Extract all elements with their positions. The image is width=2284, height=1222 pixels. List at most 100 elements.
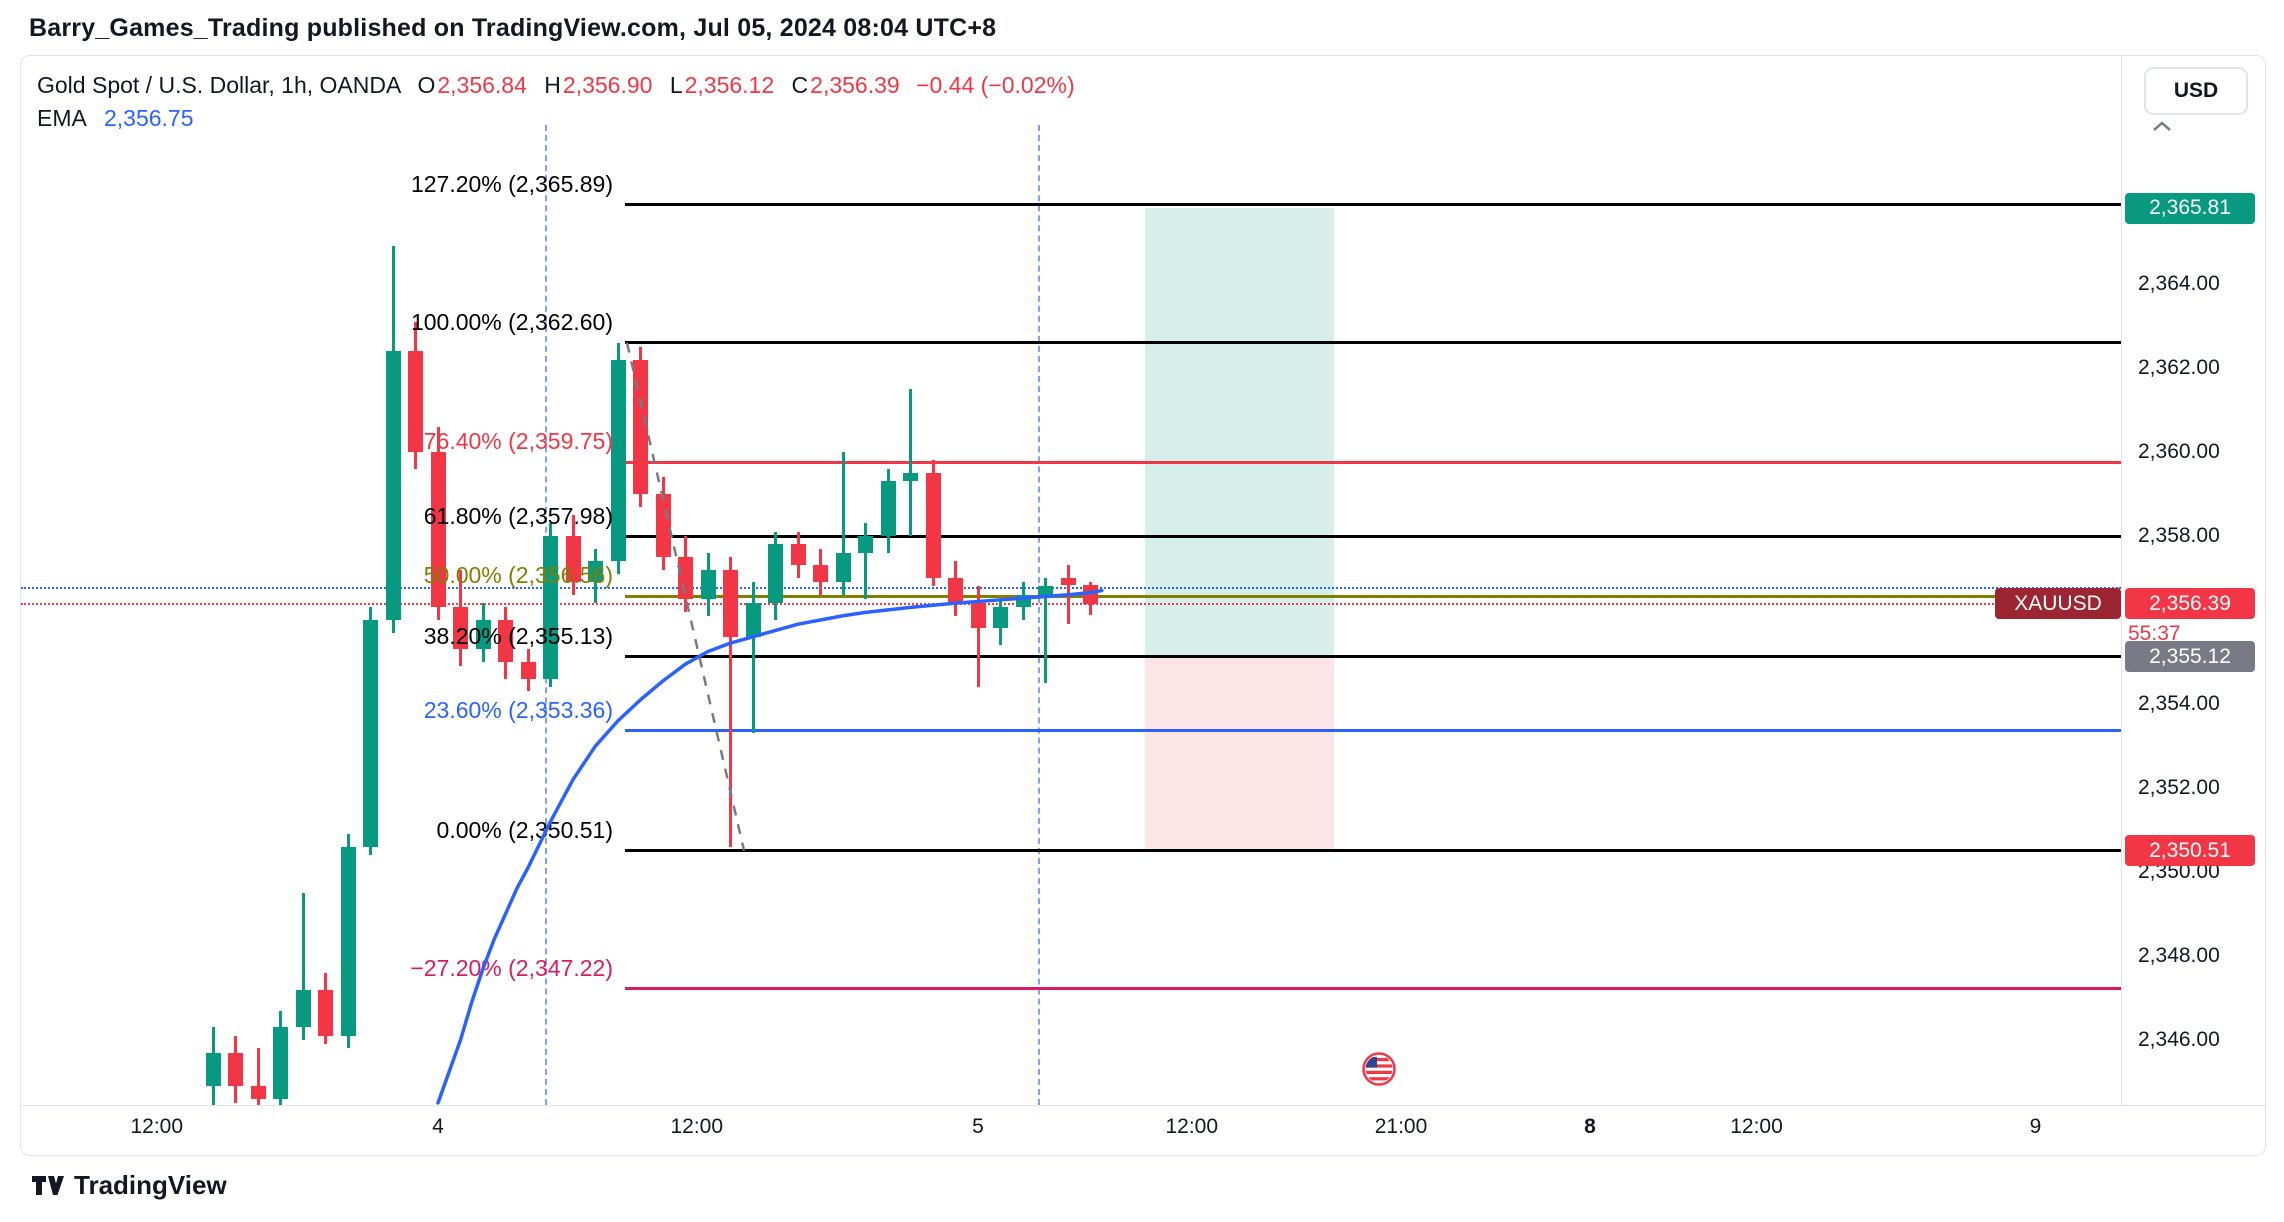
fib-line-23.60[interactable] bbox=[624, 729, 2121, 733]
ohlc-low-value: 2,356.12 bbox=[684, 72, 775, 98]
symbol-price-label: XAUUSD bbox=[1995, 588, 2121, 620]
fib-label-23.60: 23.60% (2,353.36) bbox=[423, 696, 613, 723]
candle-body bbox=[273, 1027, 288, 1099]
long-position-profit-zone[interactable] bbox=[1144, 208, 1334, 657]
candle-body bbox=[858, 535, 873, 553]
price-axis-separator bbox=[2121, 56, 2122, 1105]
fib-line-61.80[interactable] bbox=[624, 535, 2121, 539]
candle-body bbox=[228, 1052, 243, 1087]
candle-body bbox=[633, 359, 648, 494]
candle-body bbox=[588, 561, 603, 583]
tradingview-logo-icon bbox=[32, 1176, 64, 1195]
candle-wick bbox=[976, 586, 980, 688]
fib-label-0.00: 0.00% (2,350.51) bbox=[436, 816, 613, 843]
candle-wick bbox=[841, 451, 845, 595]
time-axis-label: 4 bbox=[432, 1115, 444, 1138]
candle-body bbox=[655, 493, 671, 557]
candle-body bbox=[295, 989, 311, 1028]
fib-label--27.20: −27.20% (2,347.22) bbox=[410, 954, 613, 981]
candle-body bbox=[543, 535, 558, 679]
fib-label-100.00: 100.00% (2,362.60) bbox=[410, 308, 613, 335]
candle-body bbox=[363, 619, 378, 847]
price-axis-label: 2,358.00 bbox=[2138, 523, 2220, 547]
candle-body bbox=[925, 472, 941, 578]
candle-wick bbox=[1066, 565, 1070, 625]
candle-wick bbox=[864, 523, 867, 599]
fib-label-61.80: 61.80% (2,357.98) bbox=[423, 502, 613, 529]
fib-line-76.40[interactable] bbox=[624, 460, 2121, 464]
fib-line-50.00[interactable] bbox=[624, 594, 2121, 598]
fib-label-38.20: 38.20% (2,355.13) bbox=[423, 622, 613, 649]
price-axis-label: 2,348.00 bbox=[2138, 943, 2220, 967]
price-axis[interactable]: 2,364.00 2,362.00 2,360.00 2,358.00 2,354.00… bbox=[2121, 56, 2264, 1105]
candle-body bbox=[610, 359, 626, 562]
fib-label-76.40: 76.40% (2,359.75) bbox=[423, 428, 613, 455]
vertical-dashed-line[interactable] bbox=[1037, 125, 1040, 1105]
ema-indicator-value: 2,356.75 bbox=[103, 105, 194, 131]
candle-body bbox=[790, 544, 806, 566]
candle-body bbox=[1060, 577, 1076, 585]
currency-unit-button[interactable]: USD bbox=[2144, 67, 2248, 115]
chevron-up-icon[interactable] bbox=[2152, 120, 2172, 132]
long-position-loss-zone[interactable] bbox=[1144, 656, 1334, 851]
candle-body bbox=[970, 603, 986, 629]
candle-body bbox=[520, 661, 536, 679]
publish-header: Barry_Games_Trading published on Trading… bbox=[29, 14, 997, 42]
candle-body bbox=[835, 552, 851, 583]
price-badge-entry: 2,355.12 bbox=[2125, 641, 2255, 673]
time-axis-separator bbox=[21, 1105, 2265, 1106]
bar-close-countdown: 55:37 bbox=[2128, 621, 2181, 645]
candle-body bbox=[205, 1052, 221, 1087]
candle-body bbox=[340, 846, 356, 1036]
price-axis-label: 2,364.00 bbox=[2138, 272, 2220, 296]
us-flag-icon[interactable] bbox=[1361, 1052, 1396, 1087]
price-axis-label: 2,362.00 bbox=[2138, 356, 2220, 379]
footer-brand[interactable]: TradingView bbox=[30, 1168, 227, 1202]
fib-line-38.20[interactable] bbox=[624, 655, 2121, 658]
ohlc-open-key: O bbox=[417, 72, 436, 98]
candle-body bbox=[880, 481, 896, 536]
price-badge-stop: 2,350.51 bbox=[2125, 835, 2255, 867]
candle-body bbox=[813, 565, 828, 583]
price-axis-label: 2,352.00 bbox=[2138, 775, 2220, 799]
time-axis-label: 21:00 bbox=[1374, 1115, 1428, 1138]
price-axis-label: 2,354.00 bbox=[2138, 691, 2220, 715]
fib-line-0.00[interactable] bbox=[624, 849, 2121, 853]
footer-brand-label: TradingView bbox=[74, 1169, 227, 1200]
fib-label-127.20: 127.20% (2,365.89) bbox=[410, 170, 613, 197]
time-axis-label: 8 bbox=[1584, 1115, 1596, 1138]
candle-body bbox=[678, 556, 693, 599]
ohlc-low-key: L bbox=[669, 72, 683, 98]
time-axis-label: 5 bbox=[972, 1115, 984, 1138]
candle-body bbox=[1083, 584, 1098, 604]
ohlc-high-key: H bbox=[544, 72, 561, 98]
ohlc-high-value: 2,356.90 bbox=[562, 72, 653, 98]
symbol-title[interactable]: Gold Spot / U.S. Dollar, 1h, OANDA bbox=[37, 72, 401, 98]
time-axis[interactable]: 12:00 4 12:00 5 12:00 21:00 8 12:00 9 bbox=[21, 1106, 2265, 1154]
fib-line--27.20[interactable] bbox=[624, 987, 2121, 991]
last-price-dotted-line bbox=[21, 602, 2121, 605]
candle-body bbox=[565, 535, 581, 583]
candle-body bbox=[903, 472, 918, 482]
candle-body bbox=[385, 351, 401, 620]
price-axis-label: 2,360.00 bbox=[2138, 439, 2220, 463]
candle-body bbox=[250, 1086, 266, 1099]
candle-body bbox=[948, 577, 963, 604]
ohlc-open-value: 2,356.84 bbox=[437, 72, 527, 98]
ohlc-close-key: C bbox=[791, 72, 809, 98]
candle-wick bbox=[256, 1048, 260, 1105]
candle-body bbox=[768, 544, 783, 604]
candle-wick bbox=[301, 892, 305, 1040]
candle-body bbox=[700, 569, 716, 599]
fib-label-50.00: 50.00% (2,356.56) bbox=[423, 562, 613, 589]
fib-line-127.20[interactable] bbox=[624, 203, 2121, 207]
fib-line-100.00[interactable] bbox=[624, 341, 2121, 345]
legend-row-ohlc: Gold Spot / U.S. Dollar, 1h, OANDA O2,35… bbox=[37, 69, 1075, 102]
time-axis-label: 9 bbox=[2029, 1115, 2042, 1138]
time-axis-label: 12:00 bbox=[130, 1115, 184, 1138]
candle-body bbox=[745, 603, 761, 637]
last-price-badge: 2,356.39 bbox=[2125, 588, 2255, 620]
ema-indicator-label[interactable]: EMA bbox=[37, 105, 86, 131]
chart-pane[interactable]: 127.20% (2,365.89) 100.00% (2,362.60) 76.4… bbox=[21, 56, 2121, 1105]
ohlc-change: −0.44 (−0.02%) bbox=[916, 72, 1075, 98]
